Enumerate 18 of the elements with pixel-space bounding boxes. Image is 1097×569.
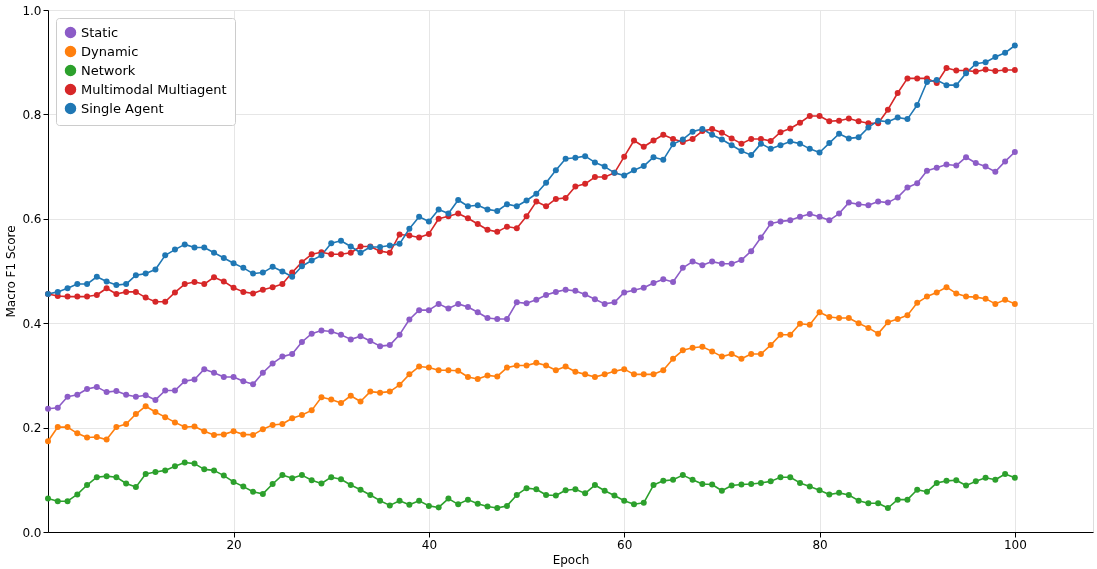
y-tick-label: 0.0: [22, 525, 42, 540]
x-tick-label: 80: [812, 537, 828, 552]
legend-label: Network: [81, 62, 136, 78]
y-tick-label: 0.8: [22, 107, 42, 122]
y-tick-label: 0.4: [22, 316, 42, 331]
legend-label: Dynamic: [81, 43, 139, 59]
y-tick-label: 0.2: [22, 421, 42, 436]
y-tick-label: 1.0: [22, 3, 42, 18]
x-axis-title: Epoch: [552, 552, 590, 567]
x-tick-label: 100: [1003, 537, 1027, 552]
x-tick-label: 20: [226, 537, 242, 552]
y-axis-title: Macro F1 Score: [4, 225, 19, 318]
legend-label: Single Agent: [81, 100, 164, 116]
legend-label: Static: [81, 24, 119, 40]
x-tick-label: 40: [421, 537, 438, 552]
x-tick-label: 60: [617, 537, 633, 552]
y-tick-label: 0.6: [22, 212, 42, 227]
legend-label: Multimodal Multiagent: [81, 81, 227, 97]
